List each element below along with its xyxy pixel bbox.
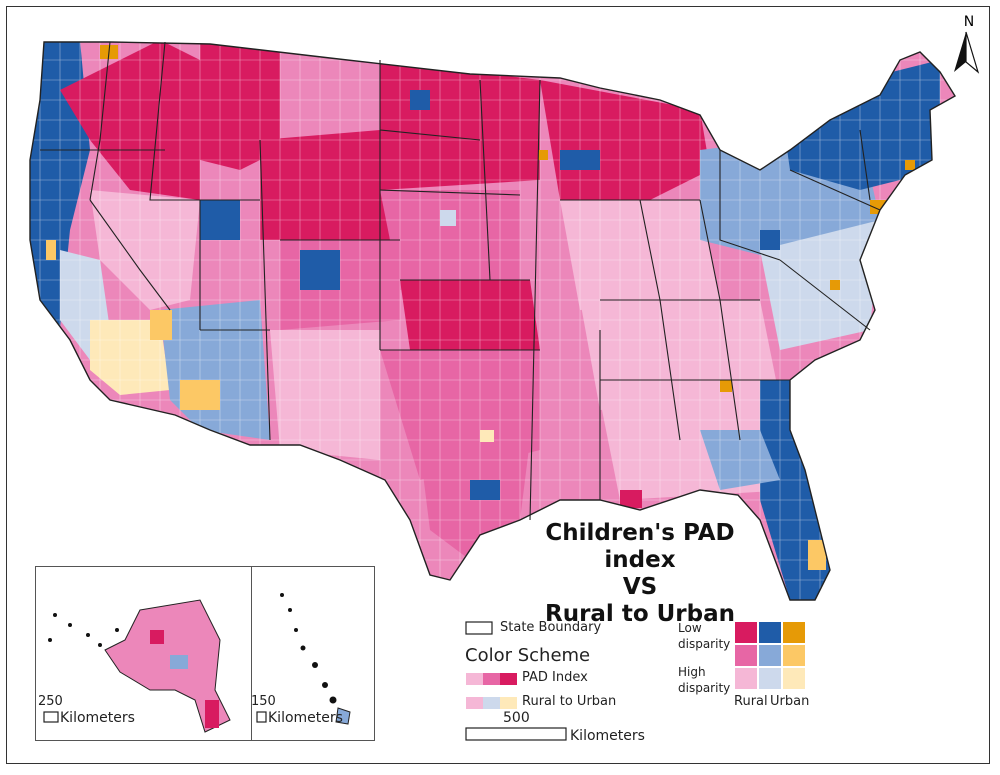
bivariate-rural-high [735,668,757,689]
legend-scale-unit: Kilometers [570,728,645,744]
map-title: Children's PAD index VS Rural to Urban [520,520,760,628]
pad-ramp-dark [500,673,517,685]
rural-urban-ramp-1 [466,697,483,709]
state-boundaries [40,41,881,521]
legend-rural-to-urban: Rural to Urban [522,694,617,709]
legend-high-disparity: High disparity [678,665,731,695]
bivariate-mid-high [759,668,781,689]
bivariate-urban-mid [783,645,805,666]
bivariate-mid-low [759,622,781,643]
title-line-3: Rural to Urban [544,601,736,627]
scale-bar [465,727,567,741]
alaska-scale-unit: Kilometers [60,710,135,726]
legend-state-boundary: State Boundary [500,620,602,635]
north-arrow-icon [954,31,980,74]
bivariate-rural-low [735,622,757,643]
alaska-scale-value: 250 [38,694,63,709]
legend-scale-value: 500 [503,710,530,726]
legend-color-scheme-heading: Color Scheme [465,645,591,666]
alaska-scale-bar [43,711,59,723]
title-line-2: VS [622,574,658,600]
insets-frame [35,566,375,741]
legend-urban: Urban [770,694,810,709]
hawaii-shape [280,593,351,725]
national-outline [29,41,956,601]
legend-low-disparity: Low disparity [678,621,731,651]
bivariate-urban-low [783,622,805,643]
pad-ramp-mid [483,673,500,685]
hawaii-scale-bar [256,711,267,723]
hawaii-scale-unit: Kilometers [268,710,343,726]
rural-urban-ramp-2 [483,697,500,709]
pad-ramp-light [466,673,483,685]
bivariate-rural-mid [735,645,757,666]
inset-divider [251,566,252,741]
county-accents [46,45,915,570]
legend-pad-index: PAD Index [522,670,588,685]
legend-rural: Rural [734,694,768,709]
hawaii-scale-value: 150 [251,694,276,709]
title-line-1: Children's PAD index [545,520,735,573]
alaska-shape [48,599,231,733]
north-label: N [963,14,975,30]
bivariate-urban-high [783,668,805,689]
bivariate-mid-mid [759,645,781,666]
rural-urban-ramp-3 [500,697,517,709]
state-boundary-swatch [465,621,493,635]
map-frame [6,6,990,764]
